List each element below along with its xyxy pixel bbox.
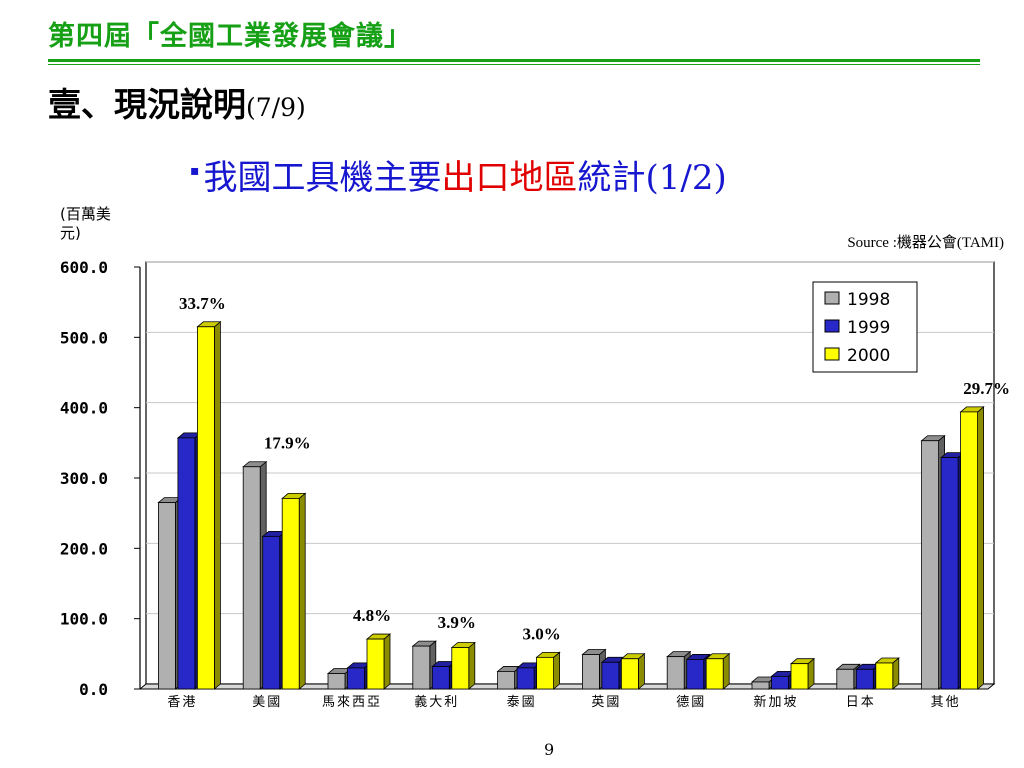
bar-1998 [751, 681, 770, 690]
bar-side [722, 652, 730, 690]
chart-heading: ▪ 我國工具機主要出口地區統計(1/2) [190, 150, 727, 199]
y-tick-label: 0.0 [79, 680, 108, 699]
share-annotation: 33.7% [179, 294, 226, 313]
chart-heading-highlight: 出口地區 [441, 158, 578, 198]
bar-1998 [921, 440, 939, 690]
legend-label: 2000 [847, 346, 890, 366]
bar-2000 [875, 662, 894, 690]
bar-1998 [157, 502, 176, 690]
bullet-icon: ▪ [190, 163, 200, 179]
bar-1999 [347, 667, 365, 690]
header-rule-thick [48, 59, 980, 62]
bar-1998 [836, 668, 855, 690]
bar-2000 [705, 658, 724, 690]
x-tick-label: 義大利 [414, 694, 459, 710]
x-tick-label: 德國 [676, 695, 706, 710]
x-tick-label: 其他 [931, 695, 961, 710]
bar-1999 [431, 666, 450, 690]
y-tick-label: 100.0 [60, 610, 108, 629]
bar-2000 [281, 497, 300, 690]
bar-2000 [621, 658, 639, 690]
bar-side [383, 633, 391, 690]
bar-1998 [582, 654, 600, 690]
chart-heading-part1: 我國工具機主要 [203, 158, 442, 198]
bar-1998 [242, 466, 261, 690]
bar-1998 [412, 645, 431, 690]
slide-header-title: 第四屆「全國工業發展會議」 [48, 21, 412, 52]
legend-label: 1999 [847, 318, 890, 338]
x-tick-label: 馬來西亞 [322, 695, 382, 710]
legend-label: 1998 [847, 290, 890, 310]
x-tick-label: 香港 [167, 695, 197, 710]
x-tick-label: 新加坡 [753, 694, 798, 710]
bar-1998 [497, 671, 516, 690]
y-tick-label: 600.0 [60, 258, 108, 277]
section-title-text: 壹、現況說明 [48, 85, 246, 124]
bar-2000 [960, 411, 978, 690]
bar-1999 [940, 457, 959, 690]
y-unit-label: 元) [60, 224, 81, 242]
bar-side [298, 492, 306, 690]
y-tick-label: 200.0 [60, 539, 108, 558]
bar-1999 [601, 661, 620, 690]
share-annotation: 3.0% [522, 624, 560, 643]
bar-side [213, 320, 221, 690]
y-tick-label: 400.0 [60, 399, 108, 418]
bar-1998 [327, 673, 346, 690]
y-unit-label: (百萬美 [60, 205, 111, 223]
bar-1999 [262, 535, 281, 690]
bar-1998 [666, 656, 685, 690]
bar-2000 [451, 647, 470, 690]
bar-side [977, 406, 984, 690]
bar-1999 [516, 667, 535, 690]
page-number: 9 [544, 740, 555, 759]
x-tick-label: 泰國 [507, 695, 537, 710]
header-rule-thin [48, 64, 980, 65]
bar-side [553, 651, 560, 690]
bar-1999 [686, 659, 705, 690]
bar-1999 [771, 675, 789, 690]
source-label: Source :機器公會(TAMI) [847, 234, 1004, 251]
section-title: 壹、現況說明(7/9) [48, 78, 306, 126]
bar-1999 [177, 437, 196, 690]
section-page-of: (7/9) [246, 93, 306, 122]
bar-side [638, 652, 645, 690]
bar-2000 [366, 638, 385, 690]
bar-2000 [790, 663, 809, 690]
x-tick-label: 美國 [252, 695, 282, 710]
y-tick-label: 300.0 [60, 469, 108, 488]
share-annotation: 4.8% [353, 606, 391, 625]
bar-side [468, 641, 476, 690]
legend-swatch [824, 319, 840, 333]
legend-swatch [824, 347, 840, 361]
share-annotation: 17.9% [264, 434, 311, 453]
share-annotation: 29.7% [963, 379, 1010, 398]
y-tick-label: 500.0 [60, 328, 108, 347]
chart-heading-part3: 統計(1/2) [577, 158, 727, 198]
bar-1999 [855, 668, 874, 690]
legend-swatch [824, 291, 840, 305]
bar-2000 [536, 656, 554, 690]
share-annotation: 3.9% [438, 613, 476, 632]
x-tick-label: 日本 [846, 695, 876, 710]
x-tick-label: 英國 [591, 695, 621, 710]
bar-2000 [196, 326, 215, 690]
